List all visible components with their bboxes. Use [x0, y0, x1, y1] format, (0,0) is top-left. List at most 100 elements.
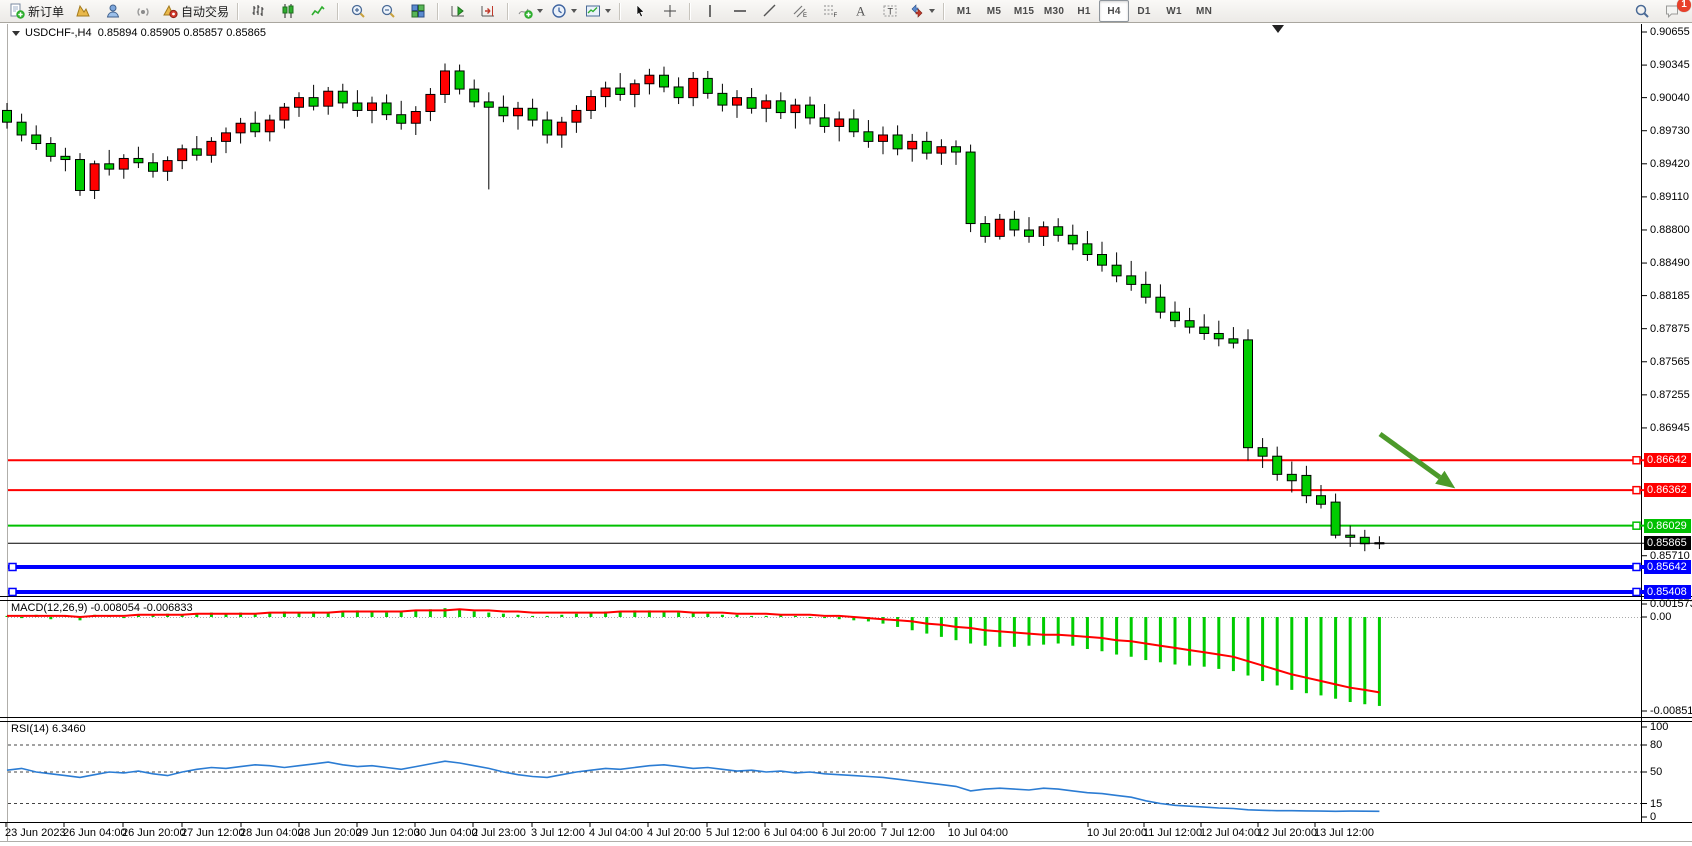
timeframe-label: H1 [1077, 5, 1091, 17]
timeframe-h4-button[interactable]: H4 [1099, 0, 1130, 22]
candle-body [352, 102, 363, 111]
trendline-button[interactable] [755, 0, 785, 22]
candle-body [936, 146, 947, 154]
toolbar-separator [619, 2, 622, 20]
zoom-in-icon [351, 4, 365, 18]
candle-body [2, 109, 12, 123]
candle-body [75, 159, 85, 191]
chart-shift-button[interactable] [473, 0, 503, 22]
new-order-button[interactable]: 新订单 [5, 0, 68, 22]
candle-body [60, 155, 71, 161]
candle-body [1126, 275, 1137, 285]
bar-chart-button[interactable] [243, 0, 273, 22]
toolbar-separator [337, 2, 340, 20]
candle-body [615, 87, 626, 95]
cursor-button[interactable] [625, 0, 655, 22]
channel-button[interactable]: E [785, 0, 815, 22]
toolbar-separator [689, 2, 692, 20]
vertical-line-button[interactable] [695, 0, 725, 22]
arrows-button[interactable] [905, 0, 939, 22]
timeframe-h1-button[interactable]: H1 [1069, 0, 1099, 22]
chevron-down-icon [571, 9, 578, 13]
timeframe-m5-button[interactable]: M5 [979, 0, 1009, 22]
timeframe-label: W1 [1166, 5, 1182, 17]
timeframe-m30-button[interactable]: M30 [1039, 0, 1069, 22]
candle-body [1330, 501, 1341, 536]
bar-chart-icon [252, 5, 264, 16]
candle-body [367, 102, 377, 111]
line-handle[interactable] [8, 587, 17, 597]
timeframe-label: M1 [956, 5, 972, 17]
text-button[interactable]: A [845, 0, 875, 22]
line-handle[interactable] [1632, 485, 1641, 495]
trendline-icon [763, 4, 776, 17]
candle-body [746, 97, 757, 109]
line-handle[interactable] [8, 562, 17, 572]
timeframe-m15-button[interactable]: M15 [1009, 0, 1039, 22]
candle-body [483, 101, 494, 108]
search-button[interactable] [1627, 0, 1657, 22]
timeframe-label: MN [1195, 5, 1213, 17]
candle-body [1082, 243, 1093, 256]
auto-trading-button[interactable]: 自动交易 [158, 0, 233, 22]
notifications-button[interactable]: 1 [1657, 0, 1691, 22]
tile-windows-button[interactable] [403, 0, 433, 22]
market-watch-button[interactable] [68, 0, 98, 22]
auto-scroll-button[interactable] [443, 0, 473, 22]
macd-signal-line [7, 608, 1380, 694]
candle-body [454, 70, 465, 90]
arrows-icon [911, 4, 923, 18]
candle-body [235, 122, 246, 134]
crosshair-button[interactable] [655, 0, 685, 22]
candle-body [629, 83, 640, 95]
chevron-down-icon [537, 9, 544, 13]
candlestick-chart-button[interactable] [273, 0, 303, 22]
horizontal-line-button[interactable] [725, 0, 755, 22]
periods-button[interactable] [547, 0, 581, 22]
candle-body [469, 88, 480, 103]
chevron-down-icon [929, 9, 936, 13]
candle-body [673, 86, 684, 99]
candle-body [819, 117, 830, 127]
profiles-button[interactable] [98, 0, 128, 22]
line-handle[interactable] [1632, 562, 1641, 572]
candle-body [556, 121, 567, 136]
timeframe-d1-button[interactable]: D1 [1129, 0, 1159, 22]
candle-body [133, 157, 144, 164]
chevron-down-icon [605, 9, 612, 13]
candle-body [89, 163, 100, 191]
templates-button[interactable] [581, 0, 615, 22]
candle-body [775, 100, 786, 114]
indicators-button[interactable] [513, 0, 547, 22]
candle-body [31, 134, 42, 145]
line-handle[interactable] [1632, 521, 1641, 530]
candle-body [410, 111, 421, 124]
trend-arrow-annotation[interactable] [1378, 431, 1456, 489]
signals-button[interactable] [128, 0, 158, 22]
new-order-icon [10, 3, 25, 19]
candle-body [308, 97, 319, 107]
candlestick-icon [282, 4, 294, 18]
hline-objects-layer [8, 456, 1644, 597]
candle-body [542, 119, 553, 136]
fibonacci-button[interactable]: F [815, 0, 845, 22]
chart-shift-marker-icon[interactable] [1272, 25, 1284, 33]
text-label-button[interactable]: T [875, 0, 905, 22]
timeframe-mn-button[interactable]: MN [1189, 0, 1219, 22]
candle-body [221, 132, 231, 142]
zoom-in-button[interactable] [343, 0, 373, 22]
zoom-out-button[interactable] [373, 0, 403, 22]
line-handle[interactable] [1632, 456, 1641, 465]
line-handle[interactable] [1632, 587, 1641, 597]
candle-body [1155, 296, 1166, 313]
candle-body [513, 107, 523, 117]
timeframe-w1-button[interactable]: W1 [1159, 0, 1189, 22]
candle-body [702, 77, 713, 94]
timeframe-m1-button[interactable]: M1 [949, 0, 979, 22]
line-chart-button[interactable] [303, 0, 333, 22]
candle-body [1140, 283, 1151, 298]
candle-body [951, 146, 961, 153]
candle-body [1243, 339, 1253, 449]
rsi-line [6, 760, 1380, 813]
candle-body [863, 131, 874, 142]
